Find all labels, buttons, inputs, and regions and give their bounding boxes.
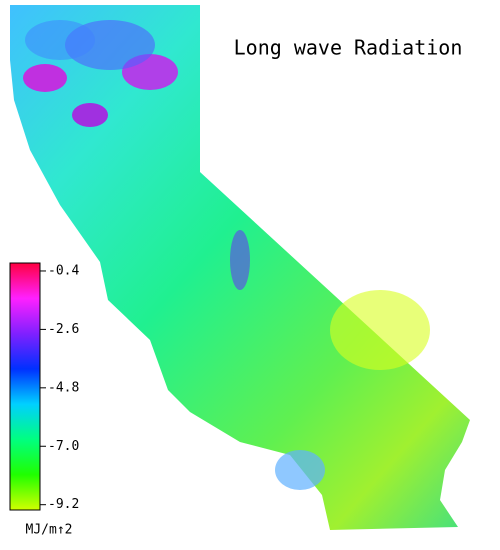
- colorbar-tick-label: -4.8: [48, 380, 79, 395]
- colorbar-tick-label: -2.6: [48, 322, 79, 337]
- map-title: Long wave Radiation: [234, 36, 463, 60]
- colorbar-tick-label: -9.2: [48, 497, 79, 512]
- colorbar: [9, 262, 41, 511]
- colorbar-tick-label: -0.4: [48, 263, 79, 278]
- colorbar-tick-label: -7.0: [48, 439, 79, 454]
- colorbar-unit: MJ/m↑2: [26, 523, 73, 538]
- high-radiation-patches: [23, 20, 430, 490]
